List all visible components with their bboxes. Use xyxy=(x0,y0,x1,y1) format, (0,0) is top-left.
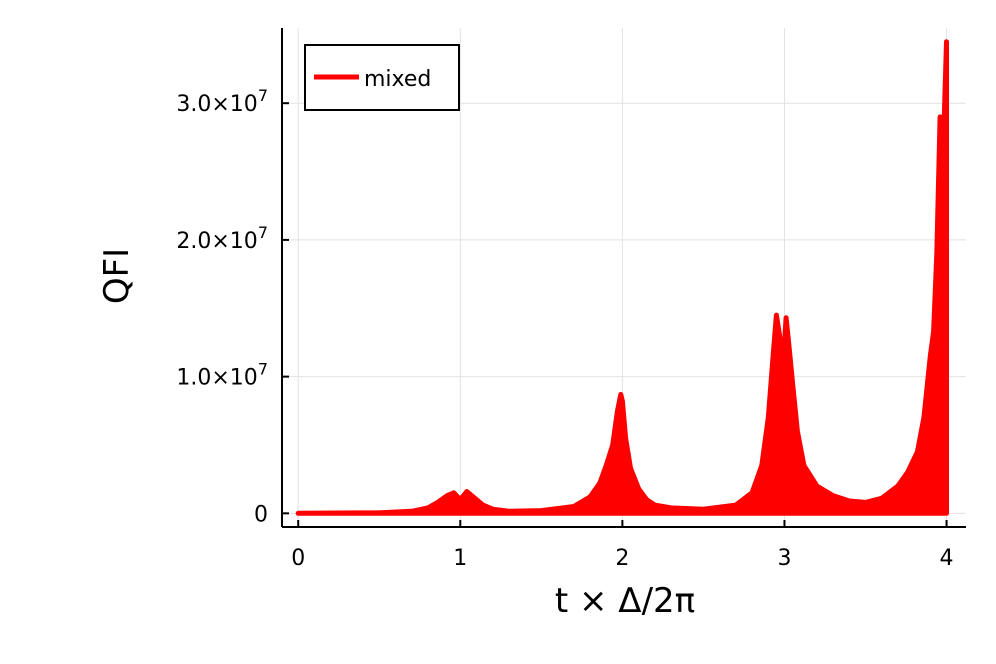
x-tick-label-1: 1 xyxy=(453,546,467,571)
axes xyxy=(281,28,966,528)
tick-labels: 0 1 2 3 4 0 1.0×107 2.0×107 3.0×107 xyxy=(176,86,953,571)
y-tick-label-0: 0 xyxy=(254,502,268,527)
x-tick-label-2: 2 xyxy=(615,546,629,571)
series-mixed-band xyxy=(295,39,949,516)
x-tick-label-4: 4 xyxy=(940,546,954,571)
x-tick-label-3: 3 xyxy=(777,546,791,571)
y-tick-label-1: 1.0×107 xyxy=(176,360,268,391)
series-mixed xyxy=(295,39,949,516)
legend-label-mixed: mixed xyxy=(364,67,431,92)
legend: mixed xyxy=(304,44,460,111)
x-axis-title: t × Δ/2π xyxy=(555,581,695,621)
x-tick-label-0: 0 xyxy=(291,546,305,571)
y-axis-title: QFI xyxy=(97,248,137,304)
y-tick-label-3: 3.0×107 xyxy=(176,86,268,117)
y-tick-label-2: 2.0×107 xyxy=(176,223,268,254)
